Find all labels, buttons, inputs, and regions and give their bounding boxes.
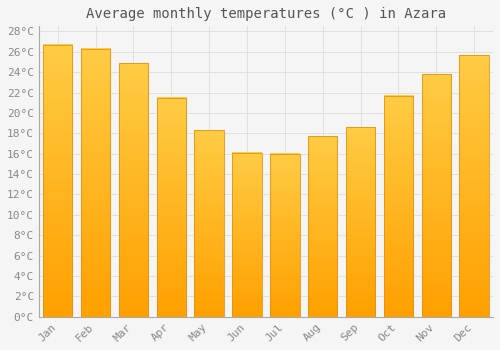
Title: Average monthly temperatures (°C ) in Azara: Average monthly temperatures (°C ) in Az… — [86, 7, 446, 21]
Bar — [118, 63, 148, 317]
Bar — [194, 130, 224, 317]
Bar — [422, 74, 451, 317]
Bar — [81, 49, 110, 317]
Bar — [384, 96, 413, 317]
Bar — [156, 98, 186, 317]
Bar — [232, 153, 262, 317]
Bar — [346, 127, 376, 317]
Bar — [270, 154, 300, 317]
Bar — [308, 136, 338, 317]
Bar — [460, 55, 489, 317]
Bar — [43, 45, 72, 317]
